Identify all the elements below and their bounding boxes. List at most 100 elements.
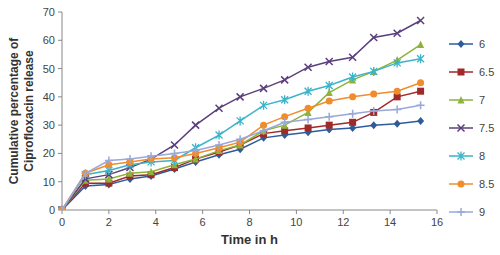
x-tick-label: 14 <box>384 216 396 228</box>
series-line <box>62 20 421 210</box>
y-tick <box>58 181 62 182</box>
legend: 66.577.588.59 <box>449 38 494 218</box>
marker <box>81 169 89 177</box>
marker <box>304 115 312 123</box>
y-tick-label: 20 <box>43 147 55 159</box>
chart: 0102030405060700246810121416Time in hCum… <box>0 0 500 255</box>
y-label-line: Cumulative percentage of <box>7 37 21 185</box>
series-line <box>62 83 421 210</box>
marker <box>305 124 312 131</box>
series <box>59 54 425 210</box>
marker <box>417 101 425 109</box>
marker <box>192 122 199 129</box>
x-tick <box>108 210 109 214</box>
marker <box>260 127 268 135</box>
y-tick-label: 70 <box>43 6 55 18</box>
x-tick-label: 16 <box>431 216 443 228</box>
marker <box>305 87 312 96</box>
legend-label: 9 <box>479 206 485 218</box>
marker <box>326 81 333 90</box>
marker <box>417 41 424 49</box>
marker <box>370 67 377 76</box>
legend-label: 6.5 <box>479 66 494 78</box>
x-tick <box>155 210 156 214</box>
marker <box>216 105 223 112</box>
marker <box>58 206 66 210</box>
marker <box>394 120 401 128</box>
marker <box>105 175 112 183</box>
marker <box>148 168 155 176</box>
marker <box>417 117 424 125</box>
y-axis <box>62 12 63 210</box>
marker <box>326 122 333 129</box>
marker <box>417 54 424 63</box>
y-tick-label: 0 <box>49 204 55 216</box>
marker <box>260 85 267 92</box>
marker <box>260 101 267 110</box>
marker <box>417 79 424 86</box>
y-tick-label: 30 <box>43 119 55 131</box>
marker <box>171 149 179 157</box>
y-tick-label: 10 <box>43 176 55 188</box>
marker <box>393 106 401 114</box>
marker <box>305 105 312 112</box>
marker <box>236 135 244 143</box>
y-tick-label: 40 <box>43 91 55 103</box>
marker <box>458 152 465 161</box>
series-line <box>62 105 421 210</box>
marker <box>417 17 424 24</box>
marker <box>394 30 401 37</box>
marker <box>349 93 356 100</box>
marker <box>260 127 267 135</box>
x-tick <box>62 210 63 214</box>
y-tick <box>58 40 62 41</box>
marker <box>147 152 155 160</box>
marker <box>349 119 356 126</box>
marker <box>349 110 357 118</box>
marker <box>458 69 465 76</box>
series-line <box>62 45 421 210</box>
marker <box>305 64 312 71</box>
series <box>59 17 425 210</box>
marker <box>458 181 465 188</box>
x-tick <box>249 210 250 214</box>
series-line <box>62 121 421 210</box>
x-tick-label: 10 <box>290 216 302 228</box>
marker <box>281 118 289 126</box>
series <box>59 41 425 210</box>
marker <box>215 141 223 149</box>
marker <box>171 141 178 148</box>
series <box>59 79 425 210</box>
y-tick <box>58 96 62 97</box>
y-tick-label: 60 <box>43 34 55 46</box>
y-tick <box>58 153 62 154</box>
legend-label: 8.5 <box>479 178 494 190</box>
x-tick <box>296 210 297 214</box>
marker <box>105 157 113 165</box>
marker <box>458 125 465 132</box>
x-tick <box>390 210 391 214</box>
y-tick <box>58 68 62 69</box>
marker <box>370 91 377 98</box>
x-axis-label: Time in h <box>221 232 278 247</box>
y-label-line: Ciprofloxacin release <box>22 50 36 172</box>
marker <box>349 73 356 82</box>
marker <box>325 113 333 121</box>
x-tick <box>437 210 438 214</box>
x-tick-label: 8 <box>246 216 252 228</box>
marker <box>216 131 223 140</box>
series <box>58 101 425 210</box>
marker <box>370 34 377 41</box>
y-tick <box>58 12 62 13</box>
marker <box>237 116 244 125</box>
legend-label: 7.5 <box>479 122 494 134</box>
x-tick <box>343 210 344 214</box>
series-line <box>62 91 421 210</box>
x-tick-label: 4 <box>153 216 159 228</box>
marker <box>458 96 465 104</box>
legend-label: 7 <box>479 94 485 106</box>
marker <box>417 88 424 95</box>
marker <box>192 147 200 155</box>
marker <box>370 107 378 115</box>
x-tick-label: 6 <box>200 216 206 228</box>
